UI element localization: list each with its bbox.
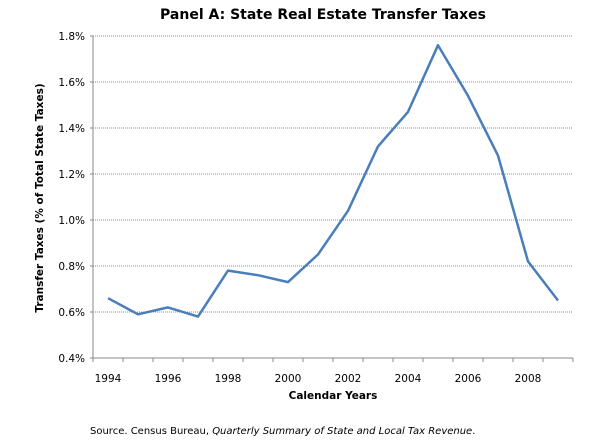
source-note: Source. Census Bureau, Quarterly Summary…: [90, 426, 475, 437]
x-tick-label: 2000: [275, 373, 302, 385]
x-tick-label: 2008: [515, 373, 542, 385]
y-tick-label: 0.8%: [58, 261, 85, 273]
y-tick-labels: 0.4% 0.6% 0.8% 1.0% 1.2% 1.4% 1.6% 1.8%: [58, 31, 85, 365]
x-tick-label: 1996: [155, 373, 182, 385]
gridlines: [93, 36, 573, 312]
y-tick-label: 1.2%: [58, 169, 85, 181]
y-tick-label: 1.6%: [58, 77, 85, 89]
y-tick-label: 1.8%: [58, 31, 85, 43]
x-tick-label: 2004: [395, 373, 422, 385]
y-tick-label: 0.6%: [58, 307, 85, 319]
x-axis-label: Calendar Years: [289, 390, 378, 402]
x-tick-label: 1994: [95, 373, 122, 385]
y-tick-label: 0.4%: [58, 353, 85, 365]
source-suffix: .: [472, 426, 475, 437]
y-axis-label: Transfer Taxes (% of Total State Taxes): [34, 83, 46, 312]
series: [108, 45, 558, 317]
series-line: [108, 45, 558, 316]
y-tick-label: 1.0%: [58, 215, 85, 227]
x-tick-label: 2002: [335, 373, 362, 385]
x-tick-label: 1998: [215, 373, 242, 385]
x-tick-labels: 1994 1996 1998 2000 2002 2004 2006 2008: [95, 373, 542, 385]
axes: [90, 36, 573, 362]
chart-title: Panel A: State Real Estate Transfer Taxe…: [160, 7, 486, 23]
source-prefix: Source. Census Bureau,: [90, 426, 212, 437]
source-title: Quarterly Summary of State and Local Tax…: [212, 426, 472, 437]
y-tick-label: 1.4%: [58, 123, 85, 135]
x-tick-label: 2006: [455, 373, 482, 385]
